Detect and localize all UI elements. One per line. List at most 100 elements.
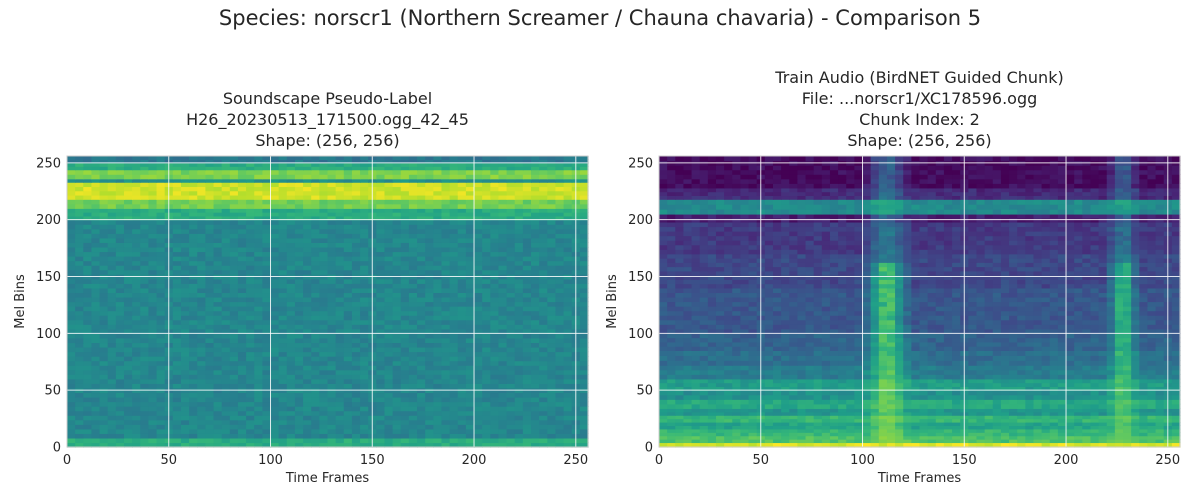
heatmap-cell bbox=[132, 351, 141, 357]
heatmap-cell bbox=[531, 378, 540, 384]
heatmap-cell bbox=[213, 278, 223, 284]
heatmap-cell bbox=[335, 324, 345, 330]
heatmap-cell bbox=[221, 278, 231, 284]
heatmap-cell bbox=[498, 428, 508, 434]
heatmap-cell bbox=[1147, 428, 1157, 433]
heatmap-cell bbox=[286, 169, 296, 175]
heatmap-cell bbox=[984, 428, 994, 433]
heatmap-cell bbox=[213, 260, 223, 266]
heatmap-cell bbox=[579, 242, 589, 248]
heatmap-cell bbox=[189, 208, 198, 213]
heatmap-cell bbox=[781, 418, 790, 423]
heatmap-cell bbox=[490, 406, 500, 412]
heatmap-cell bbox=[67, 215, 76, 221]
heatmap-cell bbox=[392, 333, 402, 339]
heatmap-cell bbox=[579, 228, 589, 234]
heatmap-cell bbox=[384, 256, 394, 262]
heatmap-cell bbox=[514, 278, 524, 284]
heatmap-cell bbox=[115, 178, 125, 183]
heatmap-cell bbox=[474, 306, 483, 312]
heatmap-cell bbox=[675, 435, 685, 440]
heatmap-cell bbox=[376, 374, 386, 380]
heatmap-cell bbox=[140, 374, 150, 380]
heatmap-cell bbox=[539, 215, 548, 221]
heatmap-cell bbox=[335, 156, 345, 161]
y-tick-label: 50 bbox=[44, 384, 61, 399]
heatmap-cell bbox=[197, 199, 206, 205]
heatmap-cell bbox=[506, 374, 516, 380]
heatmap-cell bbox=[1147, 418, 1157, 423]
heatmap-cell bbox=[417, 406, 426, 412]
heatmap-cell bbox=[764, 428, 774, 433]
heatmap-cell bbox=[343, 256, 353, 262]
heatmap-cell bbox=[172, 242, 182, 248]
heatmap-cell bbox=[384, 169, 394, 175]
heatmap-cell bbox=[311, 265, 320, 271]
heatmap-cell bbox=[229, 212, 239, 217]
heatmap-cell bbox=[732, 439, 742, 444]
heatmap-cell bbox=[506, 287, 516, 294]
heatmap-cell bbox=[829, 428, 839, 433]
heatmap-cell bbox=[115, 159, 125, 164]
heatmap-cell bbox=[789, 439, 798, 444]
heatmap-cell bbox=[205, 319, 215, 325]
heatmap-cell bbox=[319, 369, 329, 375]
heatmap-cell bbox=[213, 296, 223, 303]
heatmap-cell bbox=[506, 212, 516, 217]
heatmap-cell bbox=[482, 424, 491, 430]
heatmap-cell bbox=[563, 156, 573, 161]
heatmap-cell bbox=[229, 351, 239, 357]
heatmap-cell bbox=[449, 287, 459, 294]
heatmap-cell bbox=[449, 166, 459, 171]
heatmap-cell bbox=[123, 156, 133, 161]
heatmap-cell bbox=[156, 433, 166, 439]
heatmap-cell bbox=[294, 365, 304, 371]
heatmap-cell bbox=[107, 301, 117, 307]
heatmap-cell bbox=[262, 410, 272, 416]
heatmap-cell bbox=[237, 392, 247, 398]
heatmap-cell bbox=[123, 310, 133, 316]
heatmap-cell bbox=[262, 224, 272, 230]
heatmap-cell bbox=[441, 419, 451, 425]
heatmap-cell bbox=[555, 306, 565, 312]
heatmap-cell bbox=[465, 186, 475, 192]
heatmap-cell bbox=[148, 159, 158, 164]
heatmap-cell bbox=[408, 194, 418, 200]
heatmap-cell bbox=[789, 418, 798, 423]
heatmap-cell bbox=[156, 283, 166, 289]
heatmap-cell bbox=[246, 269, 255, 275]
heatmap-cell bbox=[425, 378, 434, 384]
heatmap-cell bbox=[327, 415, 337, 421]
heatmap-cell bbox=[862, 442, 872, 448]
heatmap-cell bbox=[522, 306, 532, 312]
heatmap-cell bbox=[197, 301, 206, 307]
heatmap-cell bbox=[156, 392, 166, 398]
heatmap-cell bbox=[441, 351, 451, 357]
heatmap-cell bbox=[221, 428, 231, 434]
heatmap-cell bbox=[254, 251, 263, 257]
heatmap-cell bbox=[107, 296, 117, 303]
heatmap-cell bbox=[547, 283, 557, 289]
heatmap-cell bbox=[433, 419, 443, 425]
heatmap-cell bbox=[262, 392, 272, 398]
heatmap-cell bbox=[360, 401, 369, 407]
heatmap-cell bbox=[482, 178, 491, 183]
heatmap-cell bbox=[156, 269, 166, 275]
heatmap-cell bbox=[189, 346, 198, 353]
heatmap-cell bbox=[360, 215, 369, 221]
x-tick-label: 200 bbox=[462, 453, 487, 468]
heatmap-cell bbox=[457, 233, 467, 239]
heatmap-cell bbox=[229, 208, 239, 213]
heatmap-cell bbox=[579, 265, 589, 271]
heatmap-cell bbox=[531, 342, 540, 348]
heatmap-cell bbox=[278, 256, 288, 262]
heatmap-cell bbox=[205, 296, 215, 303]
heatmap-cell bbox=[270, 256, 280, 262]
heatmap-cell bbox=[360, 190, 369, 196]
heatmap-cell bbox=[229, 424, 239, 430]
heatmap-cell bbox=[172, 301, 182, 307]
heatmap-cell bbox=[107, 224, 117, 230]
heatmap-cell bbox=[278, 224, 288, 230]
heatmap-cell bbox=[180, 369, 190, 375]
heatmap-cell bbox=[457, 346, 467, 353]
